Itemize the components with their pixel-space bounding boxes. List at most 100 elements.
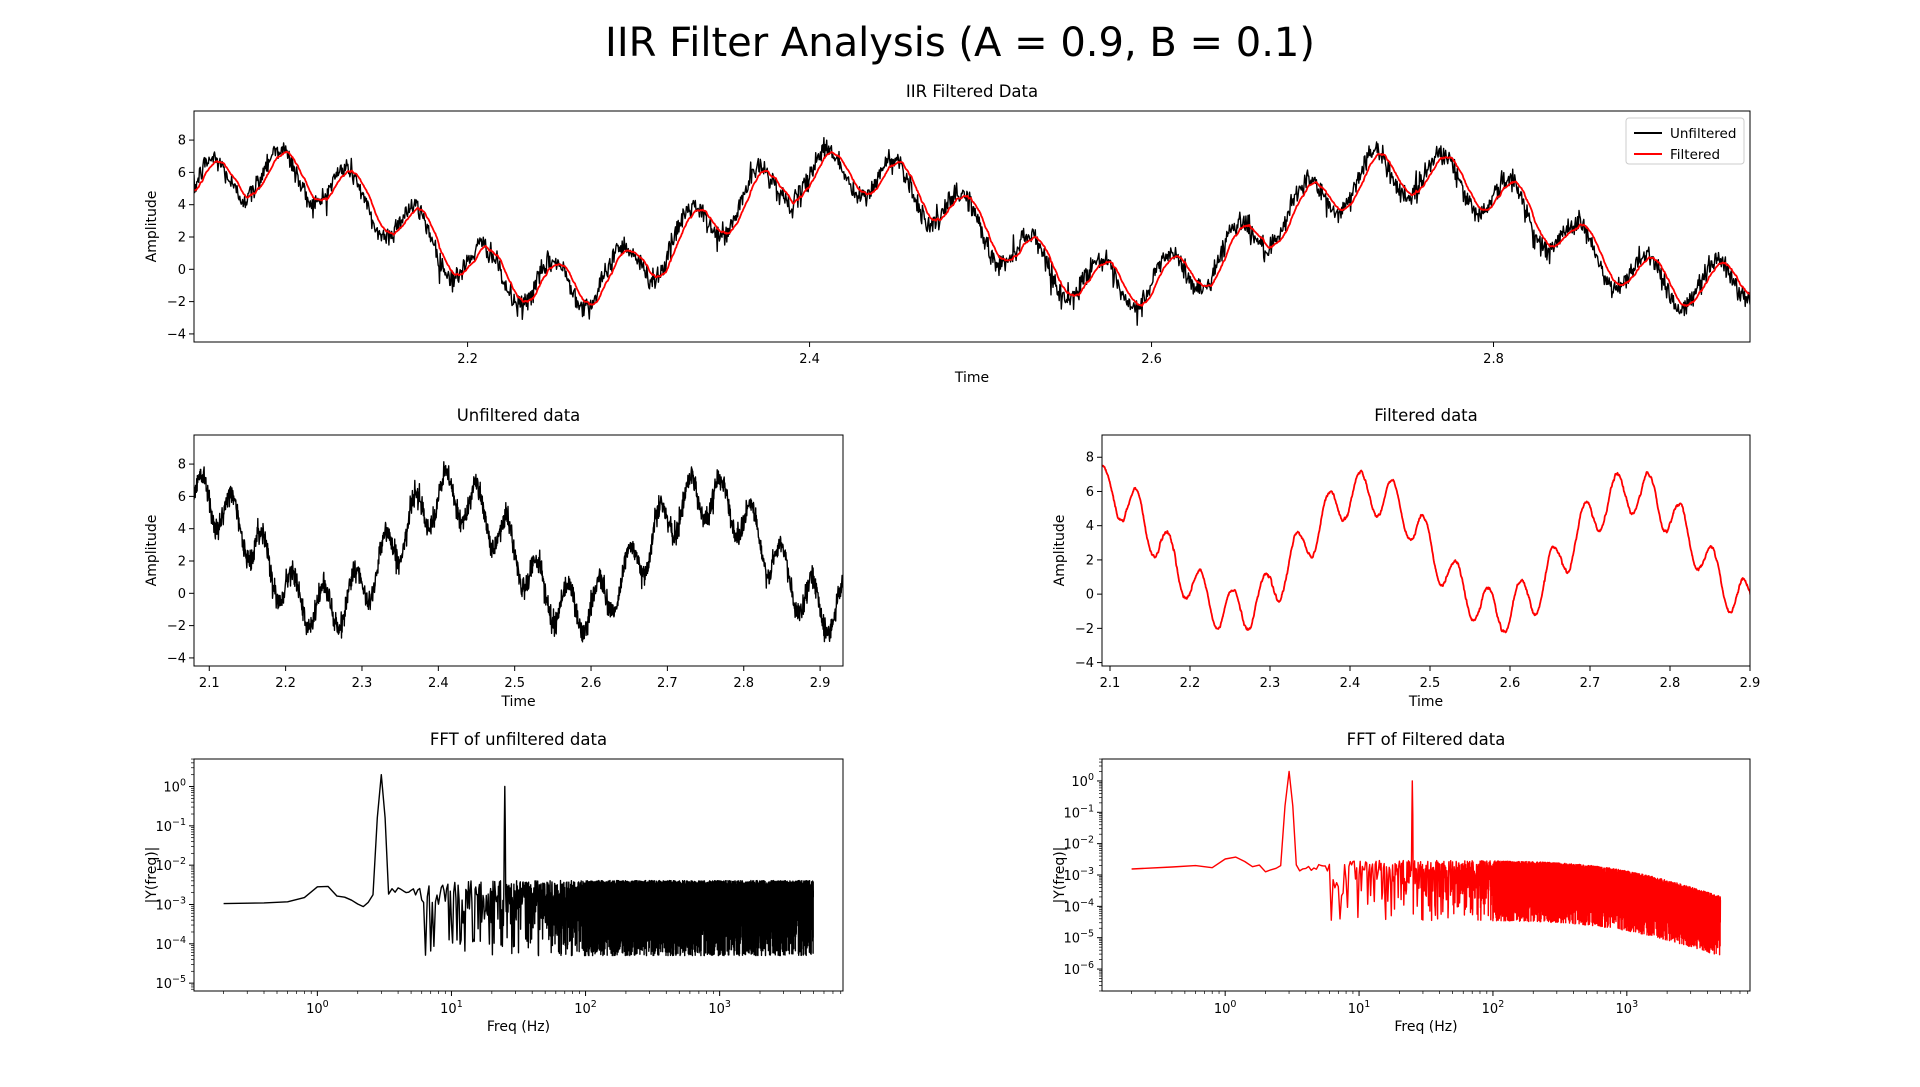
y-axis-label: Amplitude <box>144 191 160 263</box>
x-tick-label: 2.1 <box>1100 676 1121 691</box>
series-line-unfiltered <box>194 137 1750 326</box>
series-line-filtered <box>194 150 1750 307</box>
chart-fft_unfiltered: FFT of unfiltered data Freq (Hz) |Y(freq)|… <box>144 730 844 1035</box>
x-tick-label: 100 <box>1214 999 1237 1017</box>
legend-entry-filtered: Filtered <box>1670 147 1720 163</box>
x-tick-label: 100 <box>306 999 329 1017</box>
chart-title: IIR Filtered Data <box>906 82 1038 101</box>
plot-area <box>223 774 814 957</box>
plot-area <box>1102 464 1750 634</box>
plot-frame <box>193 434 844 667</box>
x-tick-label: 102 <box>1482 999 1505 1017</box>
y-tick-label: 6 <box>178 490 186 505</box>
figure-title: IIR Filter Analysis (A = 0.9, B = 0.1) <box>605 20 1315 66</box>
x-axis-label: Freq (Hz) <box>487 1019 550 1035</box>
plot-area <box>194 137 1750 326</box>
y-tick-label: 100 <box>1071 772 1094 790</box>
y-tick-label: 2 <box>1086 553 1094 568</box>
x-tick-label: 2.9 <box>1740 676 1761 691</box>
x-tick-label: 2.1 <box>199 676 220 691</box>
y-tick-label: −4 <box>167 651 186 666</box>
y-tick-label: 10−4 <box>155 935 186 953</box>
y-tick-label: 10−6 <box>1063 960 1094 978</box>
y-tick-label: 10−5 <box>1063 929 1094 947</box>
y-tick-label: 4 <box>178 198 186 213</box>
x-tick-label: 2.2 <box>457 352 478 367</box>
x-tick-label: 2.9 <box>810 676 831 691</box>
chart-filtered: Filtered data Time Amplitude 2.1 2.2 2.3 2.4 2.… <box>1052 406 1760 710</box>
x-tick-label: 2.4 <box>428 676 449 691</box>
x-tick-label: 2.3 <box>1260 676 1281 691</box>
y-tick-label: 6 <box>1086 485 1094 500</box>
y-tick-label: 10−3 <box>1063 866 1094 884</box>
x-tick-label: 2.4 <box>1340 676 1361 691</box>
legend-entry-unfiltered: Unfiltered <box>1670 126 1736 142</box>
y-tick-label: 10−2 <box>155 856 186 874</box>
y-tick-label: −2 <box>1075 622 1094 637</box>
y-tick-label: 100 <box>163 778 186 796</box>
chart-title: Unfiltered data <box>457 406 581 425</box>
x-tick-label: 2.8 <box>1483 352 1504 367</box>
y-axis-label: Amplitude <box>1052 515 1068 587</box>
x-tick-label: 103 <box>1616 999 1639 1017</box>
x-tick-label: 2.6 <box>1141 352 1162 367</box>
y-tick-label: 8 <box>178 458 186 473</box>
x-tick-label: 2.6 <box>581 676 602 691</box>
x-tick-label: 2.5 <box>504 676 525 691</box>
x-tick-label: 2.4 <box>799 352 820 367</box>
y-axis-label: Amplitude <box>144 515 160 587</box>
x-tick-label: 2.7 <box>657 676 678 691</box>
y-tick-label: 10−1 <box>1063 803 1094 821</box>
x-tick-label: 102 <box>574 999 597 1017</box>
x-tick-label: 2.6 <box>1500 676 1521 691</box>
plot-frame <box>1101 434 1751 667</box>
legend-box <box>1625 117 1745 165</box>
plot-frame <box>193 110 1751 343</box>
x-tick-label: 2.8 <box>733 676 754 691</box>
series-line-filtered <box>1102 464 1750 634</box>
plot-area <box>194 461 843 643</box>
chart-unfiltered: Unfiltered data Time Amplitude 2.1 2.2 2.3 2.4… <box>144 406 844 710</box>
y-tick-label: −4 <box>167 327 186 342</box>
y-tick-label: 10−5 <box>155 974 186 992</box>
y-tick-label: 0 <box>178 263 186 278</box>
x-axis-label: Freq (Hz) <box>1394 1019 1457 1035</box>
y-tick-label: 4 <box>178 522 186 537</box>
y-tick-label: 10−4 <box>1063 897 1094 915</box>
chart-title: FFT of Filtered data <box>1347 730 1506 749</box>
x-tick-label: 2.8 <box>1660 676 1681 691</box>
chart-overlay: IIR Filtered Data Time Amplitude 2.2 2.4 2.6 2… <box>144 82 1751 386</box>
y-tick-label: 2 <box>178 231 186 246</box>
charts-container: IIR Filtered Data Time Amplitude 2.2 2.4 2.6 2… <box>144 82 1760 1035</box>
y-tick-label: −2 <box>167 295 186 310</box>
plot-frame <box>193 758 844 992</box>
x-tick-label: 2.5 <box>1420 676 1441 691</box>
y-tick-label: 2 <box>178 555 186 570</box>
series-line-fft-unfiltered <box>223 774 814 957</box>
y-tick-label: 8 <box>1086 451 1094 466</box>
y-tick-label: 6 <box>178 166 186 181</box>
chart-title: FFT of unfiltered data <box>430 730 607 749</box>
y-tick-label: 10−2 <box>1063 835 1094 853</box>
y-tick-label: −2 <box>167 619 186 634</box>
chart-title: Filtered data <box>1374 406 1478 425</box>
x-tick-label: 103 <box>708 999 731 1017</box>
x-axis-label: Time <box>1408 694 1443 710</box>
y-tick-label: −4 <box>1075 656 1094 671</box>
y-axis-label: |Y(freq)| <box>144 847 160 904</box>
series-line-fft-filtered <box>1131 770 1722 956</box>
y-tick-label: 0 <box>1086 588 1094 603</box>
series-line-unfiltered <box>194 461 843 643</box>
y-tick-label: 10−1 <box>155 817 186 835</box>
y-axis-label: |Y(freq)| <box>1052 847 1068 904</box>
x-axis-label: Time <box>954 370 989 386</box>
y-tick-label: 8 <box>178 134 186 149</box>
x-tick-label: 2.7 <box>1580 676 1601 691</box>
x-tick-label: 2.2 <box>275 676 296 691</box>
legend: Unfiltered Filtered <box>1625 117 1745 165</box>
x-tick-label: 2.2 <box>1180 676 1201 691</box>
x-tick-label: 101 <box>1348 999 1371 1017</box>
plot-area <box>1131 770 1722 956</box>
x-tick-label: 2.3 <box>352 676 373 691</box>
